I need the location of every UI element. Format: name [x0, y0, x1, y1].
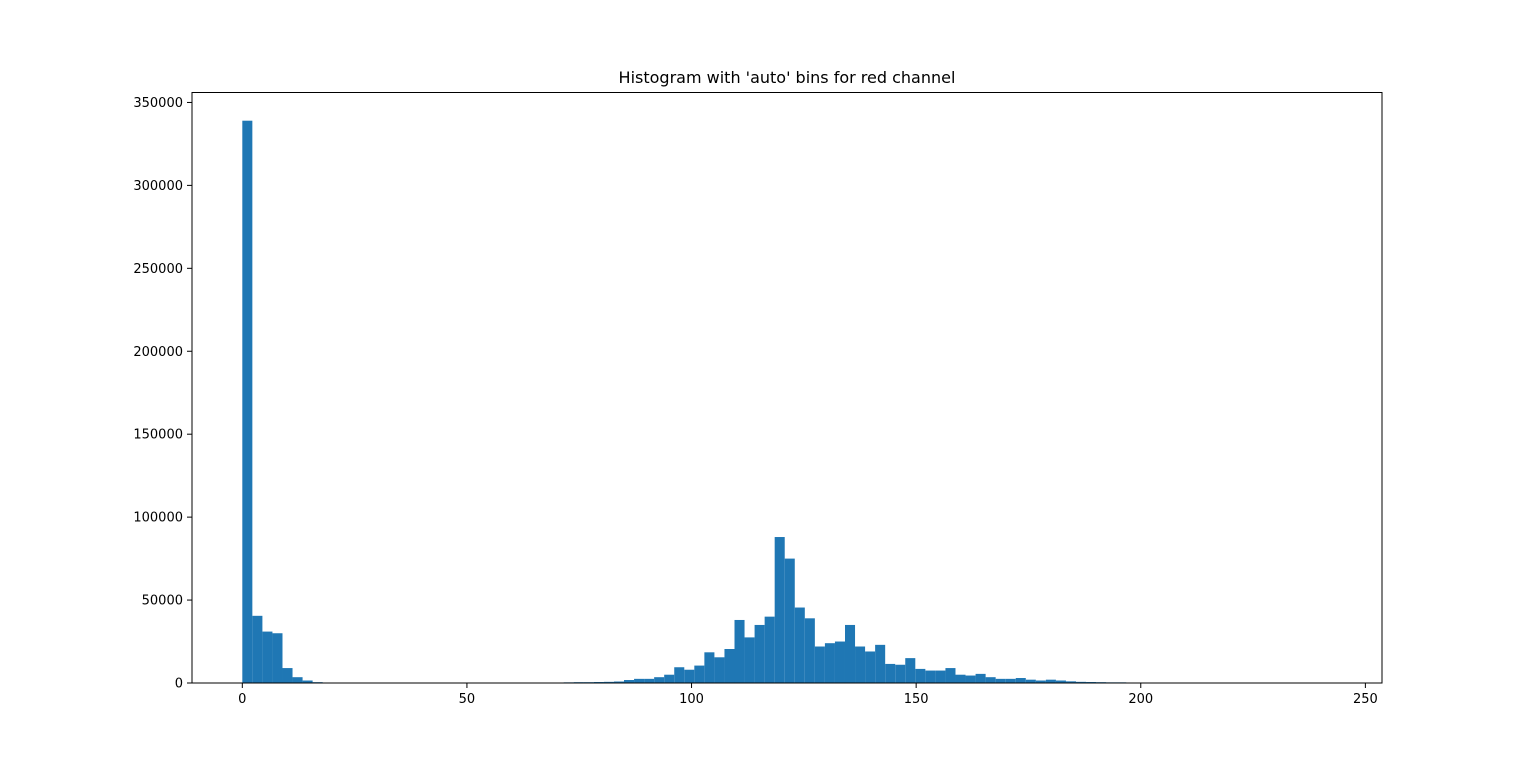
histogram-bar	[754, 624, 765, 683]
histogram-bar	[684, 669, 695, 683]
histogram-bar	[613, 681, 625, 683]
y-tick-label: 50000	[142, 594, 183, 609]
y-axis-ticks: 0 50000 100000 150000 200000 250000 300000 3500…	[133, 96, 192, 692]
chart-title: Histogram with 'auto' bins for red chann…	[619, 68, 956, 87]
x-tick-label: 50	[459, 692, 476, 707]
histogram-bar	[895, 664, 906, 683]
histogram-bar	[935, 670, 946, 683]
histogram-bar	[634, 678, 645, 683]
histogram-bar	[603, 681, 614, 683]
histogram-bar	[875, 644, 886, 683]
histogram-bar	[865, 651, 876, 683]
histogram-bar	[1065, 681, 1077, 683]
histogram-bar	[654, 677, 665, 683]
histogram-bar	[885, 663, 896, 683]
histogram-bar	[252, 615, 263, 683]
histogram-bar	[1055, 680, 1066, 683]
histogram-bar	[965, 675, 976, 683]
plot-frame	[191, 92, 1383, 684]
y-tick-label: 0	[175, 677, 183, 692]
histogram-bar	[804, 618, 815, 683]
x-tick-label: 250	[1353, 692, 1378, 707]
histogram-bar	[774, 537, 785, 683]
histogram-bar	[925, 670, 936, 683]
histogram-bar	[734, 619, 745, 683]
histogram-bar	[845, 624, 856, 683]
histogram-bar	[704, 652, 715, 683]
histogram-bar	[915, 668, 926, 683]
histogram-bar	[1015, 678, 1026, 683]
x-tick-label: 200	[1128, 692, 1153, 707]
histogram-bar	[724, 649, 735, 683]
histogram-bar	[945, 668, 956, 683]
histogram-bar	[624, 680, 635, 683]
histogram-bar	[995, 678, 1006, 683]
histogram-bar	[644, 678, 655, 683]
histogram-bar	[694, 665, 705, 683]
histogram-bar	[262, 631, 273, 683]
histogram-bar	[985, 677, 996, 683]
y-tick-label: 350000	[133, 96, 183, 111]
histogram-bar	[975, 673, 986, 683]
histogram-bar	[1035, 680, 1046, 683]
y-tick-label: 200000	[133, 345, 183, 360]
histogram-bar	[784, 558, 795, 683]
histogram-bar	[1076, 681, 1087, 683]
histogram-bar	[824, 643, 835, 683]
histogram-bar	[814, 646, 825, 683]
histogram-bar	[282, 668, 293, 683]
histogram-bar	[1025, 679, 1036, 683]
y-tick-label: 100000	[133, 511, 183, 526]
histogram-bar	[242, 120, 253, 683]
y-tick-label: 150000	[133, 428, 183, 443]
histogram-bar	[1005, 678, 1016, 683]
histogram-bar	[1045, 679, 1056, 683]
histogram-bar	[302, 680, 313, 683]
histogram-bar	[744, 637, 755, 683]
y-tick-label: 250000	[133, 262, 183, 277]
x-tick-label: 150	[904, 692, 929, 707]
histogram-bar	[664, 674, 675, 683]
histogram-bar	[714, 657, 725, 683]
histogram-bar	[955, 674, 966, 683]
histogram-bar	[764, 616, 775, 683]
x-tick-label: 0	[238, 692, 246, 707]
histogram-bar	[292, 677, 303, 683]
y-tick-label: 300000	[133, 179, 183, 194]
histogram-bar	[674, 667, 685, 683]
histogram-bar	[794, 607, 805, 683]
histogram-bar	[272, 633, 283, 683]
histogram-bars	[242, 120, 1227, 684]
histogram-bar	[855, 646, 866, 683]
histogram-bar	[905, 658, 916, 683]
histogram-bar	[834, 641, 845, 683]
x-axis-ticks: 0 50 100 150 200 250	[238, 683, 1378, 707]
x-tick-label: 100	[679, 692, 704, 707]
